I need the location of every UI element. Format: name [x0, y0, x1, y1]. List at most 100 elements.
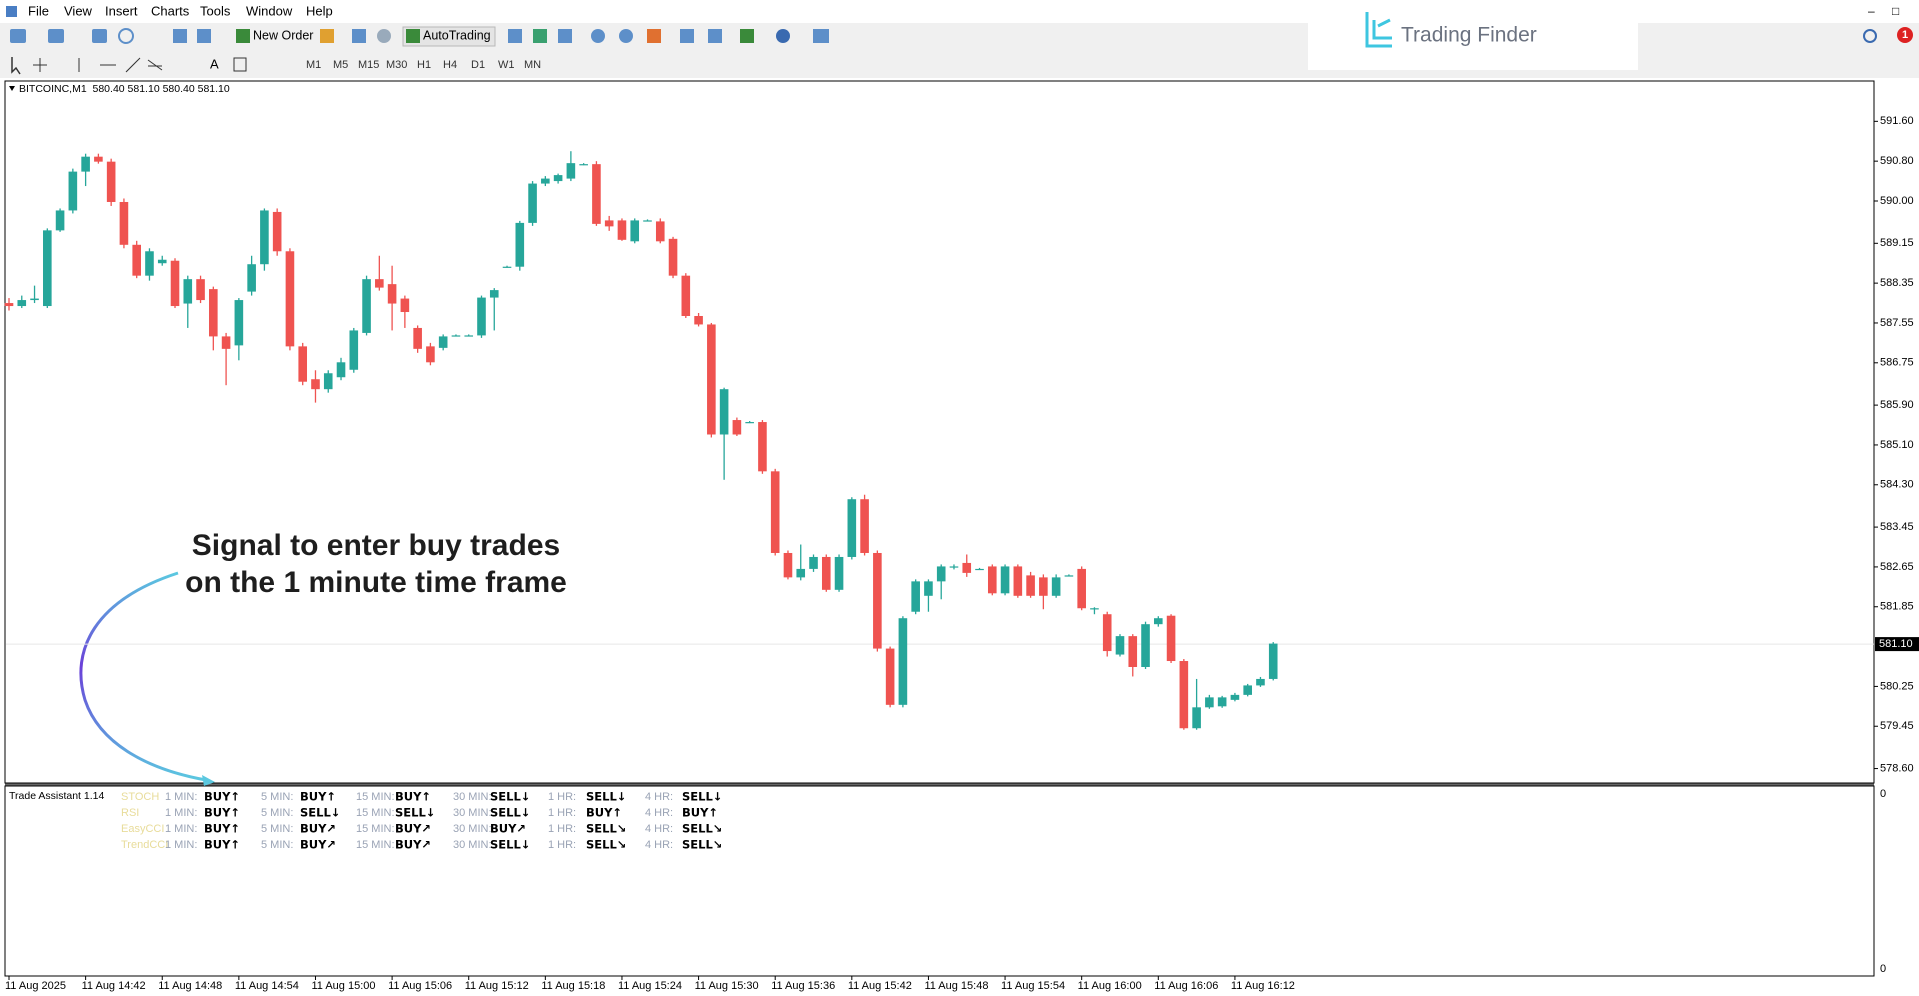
candle-body: [553, 175, 563, 182]
icon[interactable]: [776, 29, 790, 43]
candle-body: [375, 279, 384, 288]
candle-body: [362, 279, 371, 333]
icon[interactable]: A: [210, 56, 219, 71]
indicator-signal: SELL↓: [682, 790, 722, 804]
candle-body: [1090, 608, 1099, 610]
candle-body: [1243, 685, 1252, 695]
icon[interactable]: [48, 29, 64, 43]
timeframe-button[interactable]: M5: [333, 59, 348, 71]
menu-item[interactable]: Insert: [105, 3, 138, 18]
icon[interactable]: [740, 29, 754, 43]
candle-body: [541, 178, 550, 184]
y-tick-label: 585.90: [1880, 399, 1914, 411]
x-tick-label: 11 Aug 2025: [5, 980, 66, 992]
main-chart[interactable]: [4, 80, 1875, 784]
candle-body: [170, 260, 180, 307]
candle-body: [298, 346, 308, 382]
y-tick-label: 583.45: [1880, 521, 1914, 533]
y-tick-label: 578.60: [1880, 762, 1914, 774]
timeframe-button[interactable]: M15: [358, 59, 379, 71]
icon[interactable]: [33, 58, 47, 72]
window-button[interactable]: □: [1892, 4, 1899, 18]
indicator-timeframe: 1 HR:: [548, 823, 576, 835]
menu-item[interactable]: Window: [246, 3, 293, 18]
search-icon[interactable]: [1863, 29, 1877, 43]
menu-item[interactable]: Help: [306, 3, 333, 18]
candle-body: [630, 220, 640, 242]
icon[interactable]: [233, 57, 247, 72]
icon[interactable]: [619, 29, 633, 43]
indicator-signal: BUY↗: [300, 822, 336, 836]
y-tick-label: 582.65: [1880, 561, 1914, 573]
icon[interactable]: [352, 29, 366, 43]
timeframe-button[interactable]: W1: [498, 59, 515, 71]
candle-body: [157, 259, 167, 264]
candle-body: [1115, 636, 1125, 655]
notification-badge[interactable]: [1897, 27, 1913, 43]
candle-body: [349, 330, 359, 370]
icon[interactable]: [647, 29, 661, 43]
menu-item[interactable]: File: [28, 3, 49, 18]
autotrading-button[interactable]: AutoTrading: [423, 28, 491, 42]
candle-body: [655, 221, 665, 242]
menu-item[interactable]: Charts: [151, 3, 190, 18]
candle-body: [81, 156, 90, 172]
indicator-row-name: TrendCCI: [121, 839, 168, 851]
indicator-row-name: STOCH: [121, 791, 159, 803]
icon[interactable]: [680, 29, 694, 43]
icon[interactable]: [508, 29, 522, 43]
button[interactable]: [402, 26, 496, 47]
candle-body: [196, 279, 205, 301]
candle-body: [924, 581, 933, 596]
icon[interactable]: [591, 29, 605, 43]
indicator-timeframe: 1 MIN:: [165, 823, 197, 835]
icon[interactable]: [11, 57, 21, 75]
y-tick-label: 591.60: [1880, 115, 1914, 127]
annotation-arrow: [79, 571, 207, 782]
indicator-window[interactable]: [4, 785, 1875, 977]
candle-body: [221, 336, 231, 349]
candle-body: [119, 201, 129, 245]
menu-item[interactable]: View: [64, 3, 93, 18]
timeframe-button[interactable]: M30: [386, 59, 407, 71]
candle-body: [1128, 636, 1138, 667]
logo-area: [1308, 0, 1638, 70]
icon[interactable]: [406, 29, 420, 43]
icon[interactable]: [118, 28, 134, 44]
indicator-timeframe: 4 HR:: [645, 791, 673, 803]
icon[interactable]: [173, 29, 187, 43]
window-button[interactable]: –: [1868, 4, 1875, 18]
y-tick-label: 580.25: [1880, 680, 1914, 692]
icon[interactable]: [236, 29, 250, 43]
icon[interactable]: [558, 29, 572, 43]
icon[interactable]: [147, 59, 163, 71]
icon[interactable]: [320, 29, 334, 43]
timeframe-button[interactable]: H1: [417, 59, 431, 71]
app-icon: [6, 6, 17, 17]
icon[interactable]: [377, 29, 391, 43]
candle-body: [758, 422, 767, 472]
icon[interactable]: [125, 57, 141, 73]
icon[interactable]: [197, 29, 211, 43]
menu-item[interactable]: Tools: [200, 3, 231, 18]
x-tick-label: 11 Aug 15:42: [848, 980, 912, 992]
candle-body: [1039, 577, 1048, 596]
candle-body: [247, 264, 256, 292]
icon[interactable]: [92, 29, 107, 43]
x-tick-label: 11 Aug 15:30: [695, 980, 759, 992]
candle-body: [566, 163, 576, 179]
icon[interactable]: [708, 29, 722, 43]
timeframe-button[interactable]: M1: [306, 59, 321, 71]
candle-body: [1026, 575, 1035, 596]
new-order-button[interactable]: New Order: [253, 28, 313, 42]
indicator-signal: SELL↘: [682, 822, 722, 836]
icon[interactable]: [10, 29, 26, 43]
timeframe-button[interactable]: H4: [443, 59, 457, 71]
icon[interactable]: [533, 29, 547, 43]
x-tick-label: 11 Aug 15:36: [771, 980, 835, 992]
candle-body: [1179, 661, 1189, 729]
timeframe-button[interactable]: D1: [471, 59, 485, 71]
timeframe-button[interactable]: MN: [524, 59, 541, 71]
candle-body: [732, 420, 742, 435]
icon[interactable]: [813, 29, 829, 43]
